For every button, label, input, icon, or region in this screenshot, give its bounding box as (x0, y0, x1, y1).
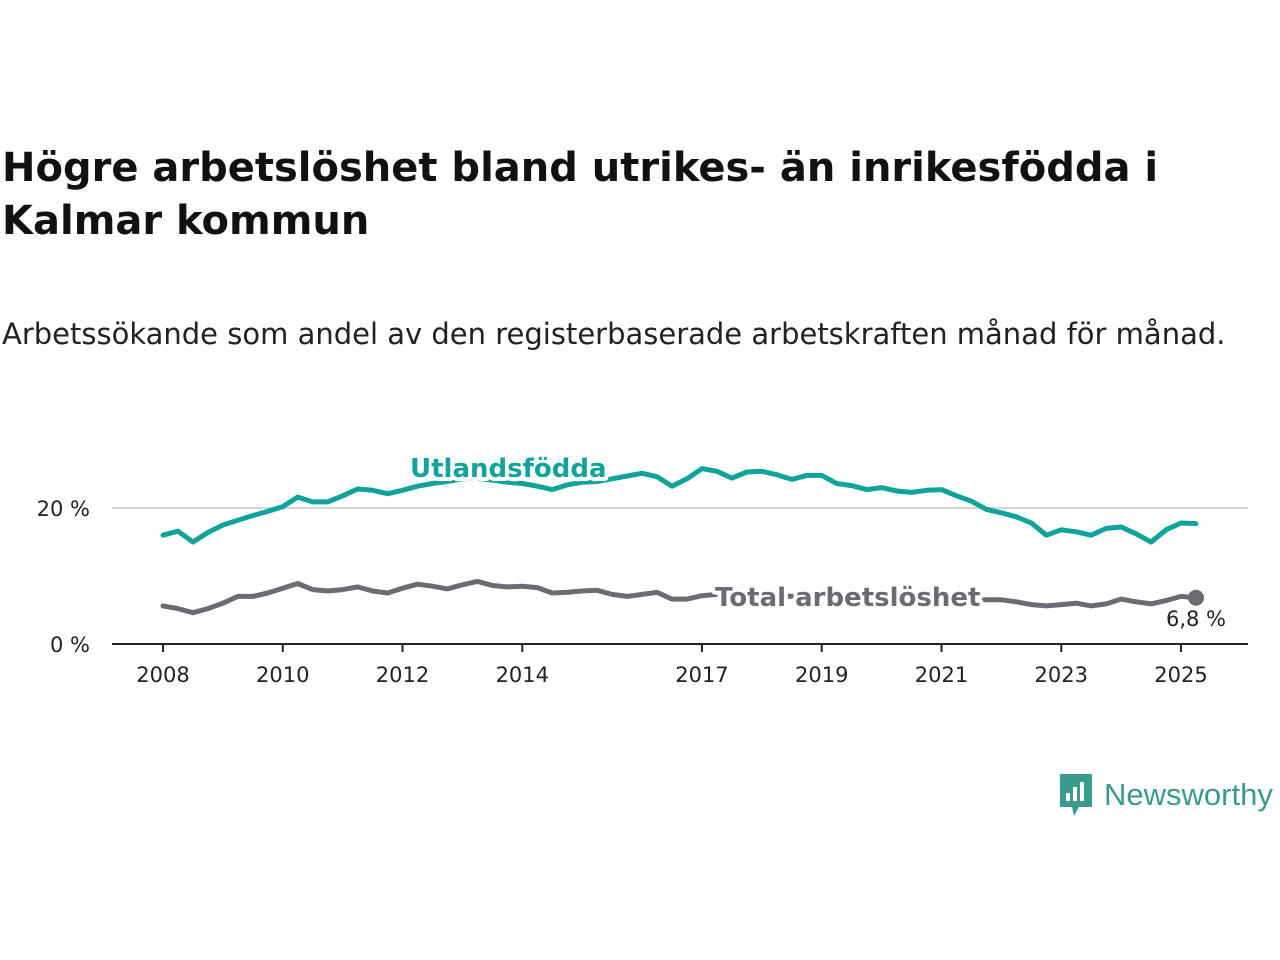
series-line-0 (160, 466, 1199, 545)
line-chart: 0 % 20 % 2008 2010 2012 2014 2017 2019 2021 2023… (37, 450, 1248, 687)
brand-name: Newsworthy (1104, 777, 1273, 812)
series-line-1 (160, 578, 1199, 616)
series-label-utlandsfodda: Utlandsfödda (410, 454, 607, 484)
chart-title: Högre arbetslöshet bland utrikes- än inr… (2, 145, 1159, 244)
x-tick-label: 2012 (376, 663, 429, 687)
x-axis: 2008 2010 2012 2014 2017 2019 2021 2023 2025 (112, 643, 1248, 687)
newsworthy-logo-icon (1060, 774, 1092, 816)
x-tick-label: 2019 (795, 663, 848, 687)
newsworthy-logo[interactable]: Newsworthy (1058, 772, 1273, 818)
last-value-label: 6,8 % (1166, 607, 1226, 631)
x-tick-label: 2017 (675, 663, 728, 687)
last-value-marker (1188, 589, 1204, 606)
y-tick-label: 0 % (50, 633, 90, 657)
x-tick-label: 2023 (1035, 663, 1088, 687)
series-label-utlandsfodda-halo: Utlandsfödda (410, 454, 607, 484)
y-axis: 0 % 20 % (37, 497, 90, 657)
series-lines (160, 466, 1204, 616)
x-tick-label: 2025 (1154, 663, 1207, 687)
series-label-total: Total arbetslöshet (715, 583, 980, 613)
x-tick-label: 2010 (256, 663, 309, 687)
x-tick-label: 2014 (496, 663, 549, 687)
series-label-total-halo: Total arbetslöshet (715, 583, 980, 613)
x-tick-label: 2021 (915, 663, 968, 687)
x-tick-label: 2008 (136, 663, 189, 687)
y-tick-label: 20 % (37, 497, 90, 521)
chart-subtitle: Arbetssökande som andel av den registerb… (2, 317, 1226, 351)
